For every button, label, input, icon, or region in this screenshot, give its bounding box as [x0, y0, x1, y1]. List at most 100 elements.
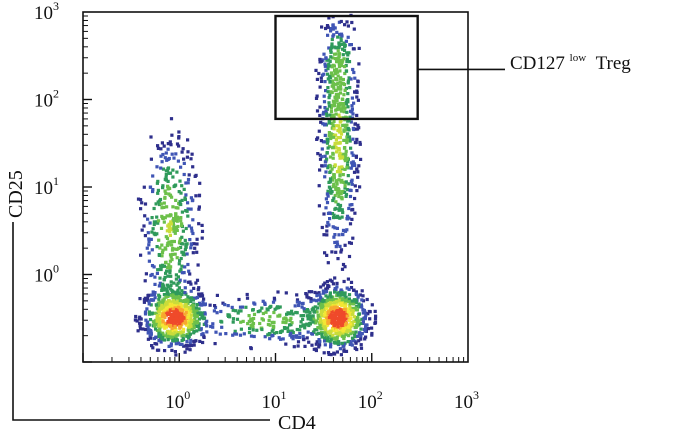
event-dot-2305 [339, 64, 343, 68]
event-dot-1112 [330, 310, 334, 314]
event-dot-598 [154, 303, 158, 307]
event-dot-1308 [198, 181, 202, 185]
event-dot-2024 [325, 151, 329, 155]
event-dot-2484 [348, 194, 353, 199]
event-dot-41 [144, 318, 148, 322]
event-dot-2425 [337, 106, 341, 110]
event-dot-1022 [344, 295, 348, 299]
event-dot-2232 [364, 325, 368, 329]
event-dot-2299 [345, 60, 349, 64]
event-dot-498 [171, 332, 175, 336]
event-dot-591 [168, 318, 172, 323]
event-dot-2213 [373, 317, 378, 321]
event-dot-2164 [180, 309, 184, 313]
event-dot-1311 [171, 175, 175, 179]
event-dot-529 [164, 293, 168, 297]
event-dot-2312 [349, 77, 353, 81]
event-dot-2309 [322, 94, 326, 98]
event-dot-385 [175, 304, 179, 308]
event-dot-1284 [147, 240, 151, 244]
event-dot-2334 [332, 103, 336, 107]
event-dot-48 [159, 325, 163, 329]
event-dot-1490 [187, 269, 191, 273]
event-dot-941 [360, 289, 364, 293]
event-dot-1197 [167, 227, 171, 231]
event-dot-917 [359, 327, 363, 331]
event-dot-810 [337, 321, 341, 325]
event-dot-1478 [168, 171, 173, 175]
event-dot-2220 [218, 332, 222, 336]
event-dot-1936 [343, 71, 347, 76]
event-dot-2159 [242, 332, 246, 336]
event-dot-2498 [352, 27, 356, 31]
event-dot-876 [333, 316, 337, 321]
event-dot-2022 [341, 233, 345, 237]
event-dot-1127 [340, 302, 344, 306]
event-dot-2172 [258, 321, 262, 326]
event-dot-2504 [327, 16, 331, 20]
event-dot-977 [343, 317, 347, 321]
event-dot-1682 [332, 213, 336, 217]
event-dot-1594 [318, 105, 322, 109]
event-dot-1939 [336, 128, 340, 132]
event-dot-2469 [343, 304, 348, 308]
event-dot-1327 [181, 147, 185, 151]
treg-gate [274, 14, 419, 121]
event-dot-351 [157, 331, 161, 335]
event-dot-2304 [337, 153, 342, 157]
event-dot-1171 [331, 333, 335, 337]
event-dot-1733 [328, 180, 332, 184]
event-dot-2195 [302, 307, 306, 311]
event-dot-1243 [150, 298, 154, 302]
event-dot-2451 [341, 314, 346, 318]
event-dot-594 [202, 322, 206, 326]
event-dot-1919 [332, 182, 336, 186]
event-dot-1768 [348, 115, 352, 119]
event-dot-1130 [360, 305, 364, 309]
event-dot-2457 [285, 318, 289, 322]
event-dot-2525 [176, 333, 180, 337]
event-dot-474 [183, 279, 187, 283]
event-dot-1802 [323, 123, 327, 127]
event-dot-980 [326, 323, 330, 327]
event-dot-2057 [323, 313, 327, 317]
event-dot-2109 [320, 309, 324, 313]
event-dot-2485 [156, 191, 160, 195]
event-dot-429 [155, 307, 159, 311]
event-dot-1487 [152, 222, 156, 227]
event-dot-2069 [252, 316, 256, 321]
event-dot-2352 [345, 98, 349, 102]
event-dot-2448 [178, 316, 182, 320]
event-dot-959 [343, 307, 347, 311]
event-dot-2370 [345, 51, 349, 55]
event-dot-387 [165, 287, 169, 291]
event-dot-1496 [161, 282, 165, 286]
event-dot-2338 [339, 32, 344, 36]
event-dot-2131 [297, 303, 301, 308]
event-dot-940 [338, 347, 342, 351]
event-dot-1797 [346, 132, 350, 136]
x-tick-label-1: 101 [262, 388, 287, 413]
event-dot-1623 [336, 136, 340, 140]
event-dots [133, 13, 378, 357]
event-dot-1219 [147, 259, 151, 263]
event-dot-1195 [186, 207, 190, 211]
event-dot-1483 [181, 242, 185, 246]
event-dot-1485 [162, 201, 166, 205]
event-dot-1859 [334, 185, 338, 189]
event-dot-1419 [194, 194, 198, 198]
event-dot-2135 [231, 317, 236, 321]
event-dot-1568 [328, 113, 332, 117]
event-dot-2420 [331, 82, 335, 86]
event-dot-1920 [337, 124, 341, 128]
event-dot-1506 [160, 141, 164, 145]
event-dot-2409 [168, 271, 172, 275]
event-dot-2080 [312, 330, 316, 334]
event-dot-1199 [163, 216, 167, 220]
event-dot-2218 [296, 335, 300, 339]
event-dot-2518 [340, 320, 344, 324]
event-dot-1004 [327, 318, 331, 322]
event-dot-1318 [169, 344, 173, 348]
event-dot-2041 [331, 225, 335, 229]
event-dot-1536 [181, 229, 185, 233]
